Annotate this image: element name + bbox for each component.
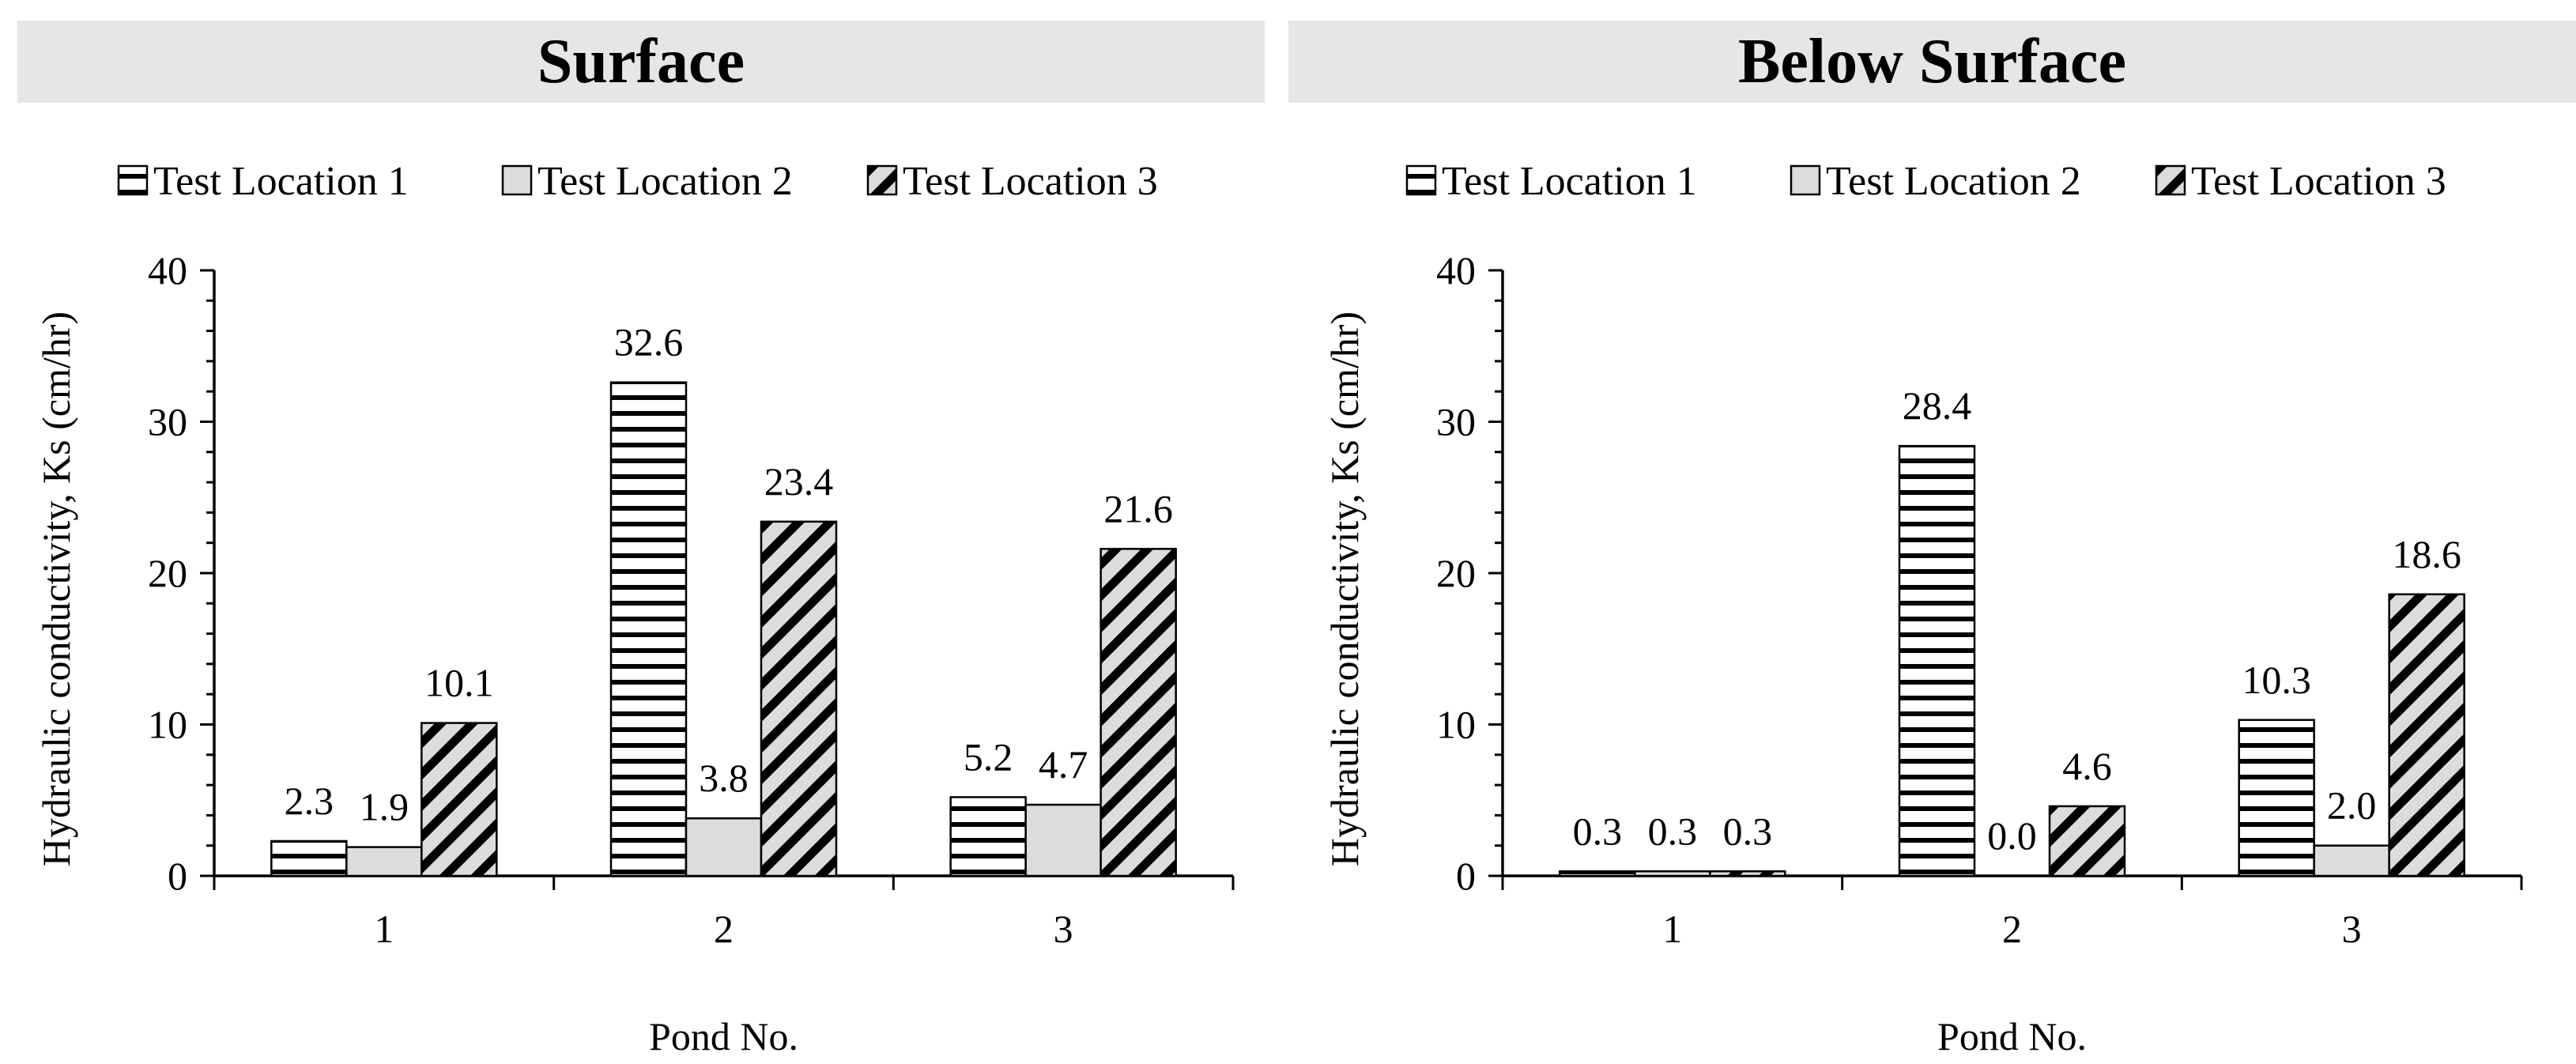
bar: [2048, 805, 2126, 877]
bar-chart-surface: Test Location 1 Test Location 2 Test Locat…: [34, 159, 1235, 1058]
legend-label: Test Location 1: [153, 159, 409, 204]
chart-panel-surface: Surface Test Location 1 Test Location 2 Te…: [17, 21, 1265, 1058]
data-label: 2.3: [285, 779, 334, 823]
y-tick-label: 30: [1436, 400, 1476, 444]
legend-label: Test Location 3: [903, 159, 1158, 204]
legend-item: Test Location 2: [1790, 159, 2081, 204]
bar: [270, 840, 348, 877]
y-tick-label: 30: [148, 400, 187, 444]
data-label: 32.6: [614, 320, 684, 364]
legend-item: Test Location 3: [866, 159, 1158, 204]
bar-chart-below-surface: Test Location 1 Test Location 2 Test Locat…: [1322, 159, 2523, 1058]
x-tick-label: 1: [1662, 907, 1682, 951]
bar: [1898, 444, 1976, 877]
legend-label: Test Location 2: [1826, 159, 2081, 204]
data-label: 18.6: [2392, 532, 2461, 576]
chart-title: Below Surface: [1737, 26, 2126, 96]
y-axis-title: Hydraulic conductivity, Ks (cm/hr): [34, 311, 78, 866]
bar: [1559, 870, 1636, 877]
data-label: 3.8: [699, 756, 749, 800]
data-label: 28.4: [1903, 383, 1972, 428]
legend-swatch: [1790, 164, 1821, 196]
data-label: 0.3: [1648, 809, 1698, 853]
chart-title: Surface: [537, 26, 745, 96]
data-label: 4.7: [1039, 742, 1088, 787]
bar: [949, 796, 1027, 877]
bar: [2313, 844, 2390, 877]
y-tick-label: 10: [148, 703, 187, 747]
x-tick-label: 2: [714, 907, 734, 951]
data-label: 4.6: [2062, 744, 2112, 788]
legend-label: Test Location 3: [2191, 159, 2446, 204]
chart-title-bar: Below Surface: [1288, 21, 2576, 103]
legend-swatch: [501, 164, 533, 196]
data-label: 2.0: [2327, 783, 2377, 828]
bar: [1099, 548, 1177, 877]
x-tick-label: 3: [2342, 907, 2362, 951]
y-tick-label: 20: [1436, 551, 1476, 595]
legend-swatch: [866, 164, 898, 196]
y-tick-label: 40: [148, 248, 187, 292]
legend-swatch: [117, 164, 149, 196]
y-axis-title: Hydraulic conductivity, Ks (cm/hr): [1322, 311, 1367, 866]
legend-label: Test Location 2: [537, 159, 793, 204]
x-tick-label: 3: [1054, 907, 1073, 951]
data-label: 0.3: [1573, 809, 1622, 853]
bar: [2238, 719, 2315, 877]
data-label: 10.1: [424, 661, 494, 705]
bar: [609, 381, 688, 877]
data-label: 0.0: [1987, 813, 2037, 858]
x-axis-title: Pond No.: [649, 1014, 798, 1058]
data-label: 1.9: [360, 785, 409, 829]
x-tick-label: 2: [2002, 907, 2022, 951]
legend-item: Test Location 1: [117, 159, 409, 204]
x-tick-label: 1: [374, 907, 394, 951]
bar: [1634, 870, 1711, 877]
legend-item: Test Location 3: [2155, 159, 2446, 204]
legend-swatch: [2155, 164, 2186, 196]
bar: [345, 846, 423, 877]
bar: [1709, 870, 1786, 877]
bar: [1024, 803, 1102, 877]
legend-label: Test Location 1: [1442, 159, 1697, 204]
chart-title-bar: Surface: [17, 21, 1265, 103]
legend-item: Test Location 1: [1405, 159, 1697, 204]
data-label: 5.2: [964, 734, 1013, 779]
data-label: 23.4: [764, 459, 834, 504]
legend-item: Test Location 2: [501, 159, 793, 204]
y-tick-label: 20: [148, 551, 187, 595]
bar: [421, 722, 498, 877]
bar: [760, 520, 838, 877]
y-tick-label: 10: [1436, 703, 1476, 747]
bar: [685, 817, 763, 877]
data-label: 0.3: [1723, 809, 1773, 853]
bar: [2388, 593, 2465, 877]
legend-swatch: [1405, 164, 1437, 196]
data-label: 10.3: [2242, 658, 2311, 702]
y-tick-label: 0: [168, 854, 187, 898]
y-tick-label: 40: [1436, 248, 1476, 292]
chart-panel-below-surface: Below Surface Test Location 1 Test Locati…: [1288, 0, 2576, 1064]
x-axis-title: Pond No.: [1937, 1014, 2087, 1058]
data-label: 21.6: [1103, 486, 1173, 530]
y-tick-label: 0: [1456, 854, 1476, 898]
